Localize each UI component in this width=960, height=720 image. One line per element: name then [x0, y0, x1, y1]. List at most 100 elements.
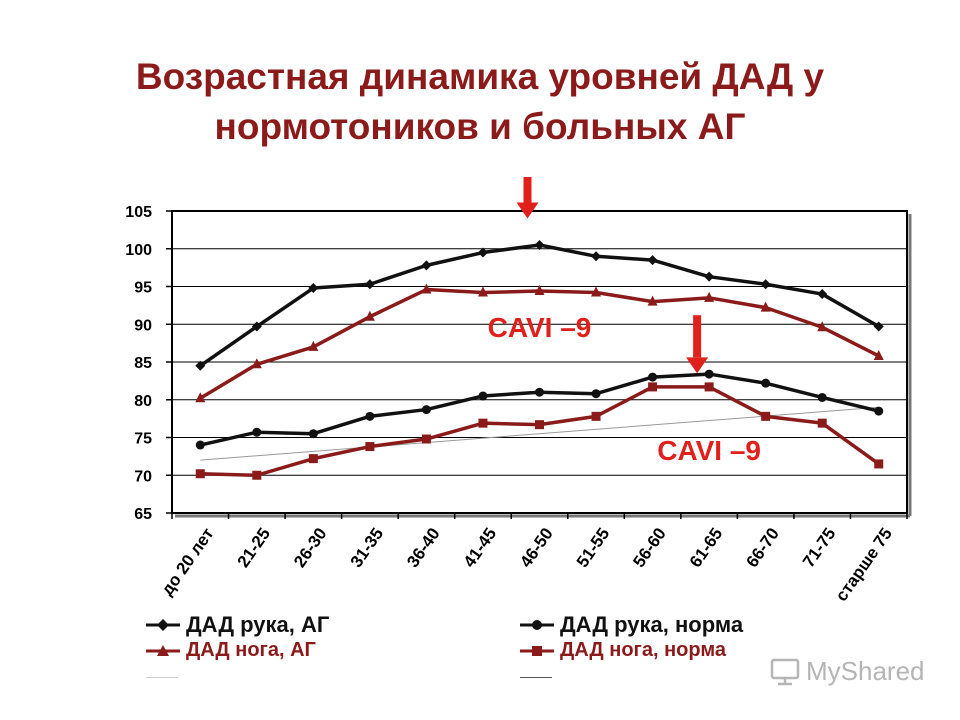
down-arrow-icon [516, 202, 539, 219]
data-point [873, 349, 884, 360]
chart-title: Возрастная динамика уровней ДАД у нормот… [0, 52, 960, 152]
legend-item-arm-norm: ДАД рука, норма [520, 612, 743, 638]
data-point [477, 286, 488, 297]
legend-label: ДАД нога, норма [560, 639, 727, 661]
data-point [591, 286, 602, 297]
legend-diamond-marker-icon [146, 619, 180, 631]
y-tick-label: 70 [134, 468, 152, 485]
data-point [365, 442, 375, 452]
x-tick-label: 26-30 [290, 524, 331, 571]
data-point [591, 389, 601, 399]
data-point [251, 321, 262, 332]
y-tick-label: 65 [134, 506, 152, 523]
data-point [308, 454, 318, 464]
y-tick-label: 105 [125, 204, 152, 221]
data-point [308, 283, 319, 294]
x-tick-label: 46-50 [516, 524, 557, 571]
data-point [195, 469, 205, 479]
x-tick-label: 51-55 [573, 524, 614, 571]
x-tick-label: до 20 лет [157, 524, 217, 599]
data-point [817, 289, 828, 300]
data-point [252, 470, 262, 480]
data-point [364, 279, 375, 290]
data-point [421, 434, 431, 444]
data-point [704, 291, 715, 302]
data-point [421, 260, 432, 271]
presentation-logo-icon [770, 658, 800, 685]
data-point [308, 429, 318, 439]
y-tick-label: 75 [134, 431, 152, 448]
legend-label: ДАД рука, норма [560, 612, 744, 637]
data-point [760, 279, 771, 290]
legend-label: ДАД нога, АГ [186, 639, 316, 661]
legend-triangle-marker-icon [146, 644, 180, 656]
data-point [591, 251, 602, 262]
x-tick-label: 56-60 [629, 524, 670, 571]
legend-faint-line [520, 677, 552, 678]
y-tick-label: 80 [134, 393, 152, 410]
y-tick-label: 85 [134, 355, 152, 372]
data-point [534, 285, 545, 296]
data-point [648, 372, 658, 382]
data-point [195, 440, 205, 450]
data-point [647, 255, 658, 266]
data-point [704, 271, 715, 282]
data-point [817, 321, 828, 332]
data-point [817, 418, 827, 428]
down-arrow-icon [523, 177, 532, 203]
data-point [704, 369, 714, 379]
legend-item-arm-ag: ДАД рука, АГ [146, 612, 329, 638]
data-point [195, 392, 206, 403]
data-point [704, 382, 714, 392]
data-point [760, 301, 771, 312]
y-tick-label: 100 [125, 242, 152, 259]
data-point [534, 239, 545, 250]
data-point [817, 392, 827, 402]
cavi-annotation: CAVI –9 [657, 435, 761, 466]
legend-square-marker-icon [520, 645, 554, 656]
data-point [365, 411, 375, 421]
y-tick-label: 90 [134, 317, 152, 334]
data-point [591, 411, 601, 421]
legend-item-leg-ag: ДАД нога, АГ [146, 639, 316, 662]
watermark: MyShared [770, 656, 925, 687]
data-point [478, 418, 488, 428]
down-arrow-icon [686, 357, 709, 374]
legend-label: ДАД рука, АГ [186, 612, 330, 637]
data-point [535, 387, 544, 397]
data-point [874, 459, 884, 469]
x-tick-label: 71-75 [799, 524, 840, 571]
data-point [421, 405, 431, 415]
cavi-annotation: CAVI –9 [488, 312, 592, 343]
x-tick-label: 41-45 [460, 524, 501, 571]
data-point [478, 391, 488, 401]
title-line-2: нормотоников и больных АГ [214, 106, 746, 147]
data-point [364, 310, 375, 321]
data-point [647, 295, 658, 306]
legend-faint-line [146, 677, 178, 678]
x-tick-label: старше 75 [832, 524, 896, 604]
data-point [535, 420, 544, 430]
data-point [477, 247, 488, 258]
data-point [648, 382, 658, 392]
data-point [421, 283, 432, 294]
data-point [252, 427, 262, 437]
data-point [874, 406, 884, 416]
x-tick-label: 21-25 [234, 524, 275, 571]
legend-circle-marker-icon [520, 620, 554, 630]
data-point [761, 411, 771, 421]
data-point [873, 321, 884, 332]
x-tick-label: 61-65 [686, 524, 727, 571]
plot-frame [171, 210, 908, 514]
legend-item-leg-norm: ДАД нога, норма [520, 639, 726, 662]
x-tick-label: 36-40 [403, 524, 444, 571]
x-tick-label: 31-35 [347, 524, 388, 571]
data-point [195, 360, 206, 371]
y-tick-label: 95 [134, 280, 152, 297]
title-line-1: Возрастная динамика уровней ДАД у [135, 56, 825, 97]
watermark-text: MyShared [806, 656, 925, 686]
data-point [251, 358, 262, 369]
down-arrow-icon [693, 315, 702, 358]
data-point [308, 340, 319, 351]
data-point [761, 378, 771, 388]
